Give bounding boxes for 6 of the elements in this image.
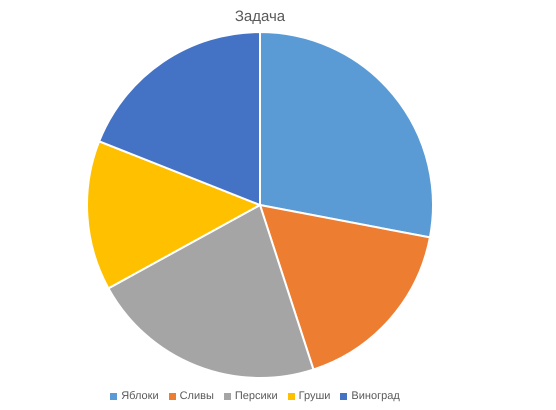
legend-label: Персики xyxy=(234,390,278,402)
legend-label: Сливы xyxy=(180,390,214,402)
chart-title: Задача xyxy=(234,8,286,25)
legend-label: Яблоки xyxy=(121,390,159,402)
legend-label: Груши xyxy=(298,390,330,402)
legend-label: Виноград xyxy=(351,390,400,402)
